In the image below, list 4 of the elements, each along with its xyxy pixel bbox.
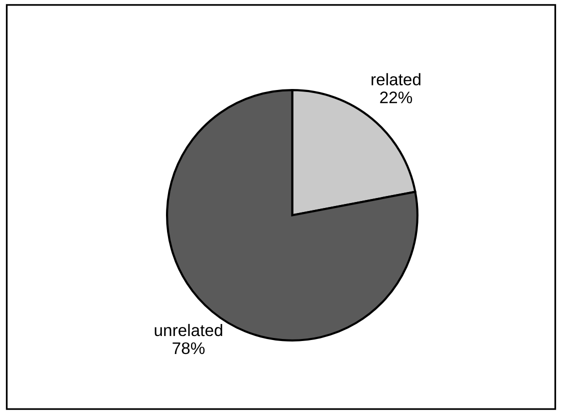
- slice-label: unrelated: [154, 324, 222, 336]
- data-label: 78%: [172, 342, 205, 354]
- data-label: 22%: [380, 92, 412, 104]
- slice-label: related: [372, 73, 420, 86]
